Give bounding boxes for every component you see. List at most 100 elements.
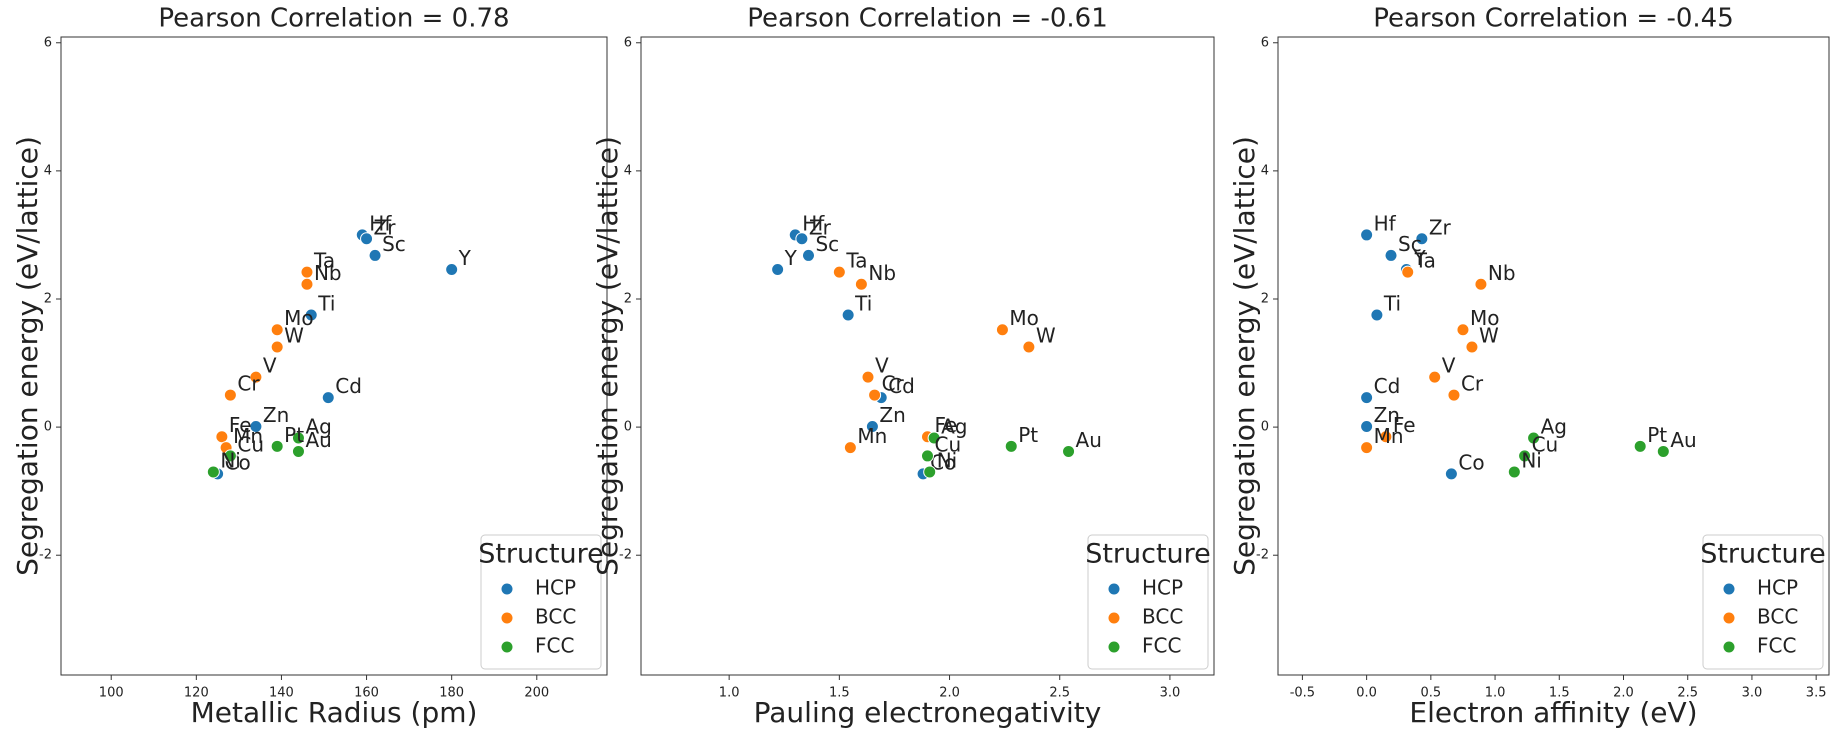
point-label: Nb xyxy=(1488,261,1516,285)
y-tick-label: 0 xyxy=(44,420,52,435)
point xyxy=(921,449,934,463)
subplot: Pearson Correlation = -0.61 Pauling elect… xyxy=(591,4,1215,729)
point-label: V xyxy=(875,354,889,378)
legend-marker xyxy=(1723,612,1735,624)
point-label: W xyxy=(1479,324,1499,348)
point-label: Nb xyxy=(314,261,342,285)
x-tick-label: 180 xyxy=(439,686,464,701)
y-tick-label: 6 xyxy=(624,35,632,50)
point xyxy=(206,465,220,479)
point xyxy=(1062,444,1076,458)
x-tick-label: 120 xyxy=(184,686,209,701)
legend-marker xyxy=(1108,612,1120,624)
y-tick-label: 6 xyxy=(1261,35,1269,50)
point-label: Sc xyxy=(815,232,839,256)
point-label: Zr xyxy=(1429,215,1452,239)
point-label: Ti xyxy=(854,292,872,316)
plot-frame xyxy=(1277,36,1830,676)
point-label: Y xyxy=(784,246,798,270)
subplot: Pearson Correlation = -0.45 Electron affi… xyxy=(1228,4,1830,729)
x-tick-label: 140 xyxy=(269,686,294,701)
point-label: Zr xyxy=(374,215,397,239)
legend-box xyxy=(480,534,602,670)
legend: Structure HCP BCC FCC xyxy=(1700,534,1826,670)
point xyxy=(321,391,335,405)
point xyxy=(865,419,879,433)
x-tick-label: 2.0 xyxy=(1613,686,1634,701)
x-tick-label: 100 xyxy=(99,686,124,701)
point-label: Hf xyxy=(369,211,392,235)
point xyxy=(1447,388,1461,402)
legend-label: BCC xyxy=(1142,605,1183,629)
point-label: Cr xyxy=(1461,372,1484,396)
point-label: Cd xyxy=(335,374,362,398)
legend-title: Structure xyxy=(1700,539,1826,570)
point-label: V xyxy=(1442,354,1456,378)
point-label: Hf xyxy=(1374,211,1397,235)
point xyxy=(1633,439,1647,453)
point-label: Fe xyxy=(935,413,958,437)
point-label: Fe xyxy=(229,413,252,437)
legend-title: Structure xyxy=(478,539,604,570)
point-label: Pt xyxy=(284,423,304,447)
point xyxy=(927,431,941,445)
legend-label: BCC xyxy=(1757,605,1798,629)
point xyxy=(841,308,855,322)
point xyxy=(1428,370,1442,384)
y-tick-label: 6 xyxy=(44,35,52,50)
point-label: Cu xyxy=(1532,432,1559,456)
point xyxy=(995,323,1009,337)
y-tick-label: -2 xyxy=(619,548,632,563)
chart-title: Pearson Correlation = -0.61 xyxy=(747,4,1108,34)
legend-box xyxy=(1087,534,1209,670)
point-label: Co xyxy=(1458,450,1484,474)
point xyxy=(1656,444,1670,458)
subplot: Pearson Correlation = 0.78 Metallic Radiu… xyxy=(11,4,608,729)
x-tick-label: 1.0 xyxy=(719,686,740,701)
legend-marker xyxy=(1723,583,1735,595)
point-label: Cr xyxy=(237,372,260,396)
y-tick-label: 0 xyxy=(1261,420,1269,435)
x-tick-label: 160 xyxy=(354,686,379,701)
legend-marker xyxy=(1723,641,1735,653)
point xyxy=(1360,441,1374,455)
y-tick-label: 2 xyxy=(44,291,52,306)
legend-label: FCC xyxy=(1142,634,1181,658)
point xyxy=(795,232,809,246)
x-tick-label: 2.5 xyxy=(1049,686,1070,701)
point xyxy=(1004,439,1018,453)
point-label: Ag xyxy=(1541,414,1567,438)
point xyxy=(801,248,815,262)
point xyxy=(1360,419,1374,433)
point-label: Mo xyxy=(1009,306,1039,330)
legend-box xyxy=(1702,534,1824,670)
point-label: Au xyxy=(1076,428,1102,452)
point xyxy=(291,431,305,445)
point xyxy=(1456,323,1470,337)
point-label: W xyxy=(284,324,304,348)
point-label: Y xyxy=(458,246,472,270)
point xyxy=(249,370,263,384)
point-label: Mn xyxy=(233,424,263,448)
legend-label: HCP xyxy=(1757,576,1798,600)
point xyxy=(1474,277,1488,291)
x-tick-label: 3.5 xyxy=(1806,686,1827,701)
point-label: Ti xyxy=(1383,292,1401,316)
legend-marker xyxy=(501,583,513,595)
point xyxy=(304,308,318,322)
legend-marker xyxy=(501,612,513,624)
point xyxy=(1370,308,1384,322)
point-label: Pt xyxy=(1018,423,1038,447)
point xyxy=(291,444,305,458)
point-label: Ag xyxy=(941,414,967,438)
point xyxy=(832,265,846,279)
legend-marker xyxy=(501,641,513,653)
point xyxy=(1384,248,1398,262)
point xyxy=(1379,430,1393,444)
point xyxy=(1415,232,1429,246)
point xyxy=(861,370,875,384)
point xyxy=(360,232,374,246)
legend-title: Structure xyxy=(1085,539,1211,570)
point-label: Au xyxy=(305,428,331,452)
